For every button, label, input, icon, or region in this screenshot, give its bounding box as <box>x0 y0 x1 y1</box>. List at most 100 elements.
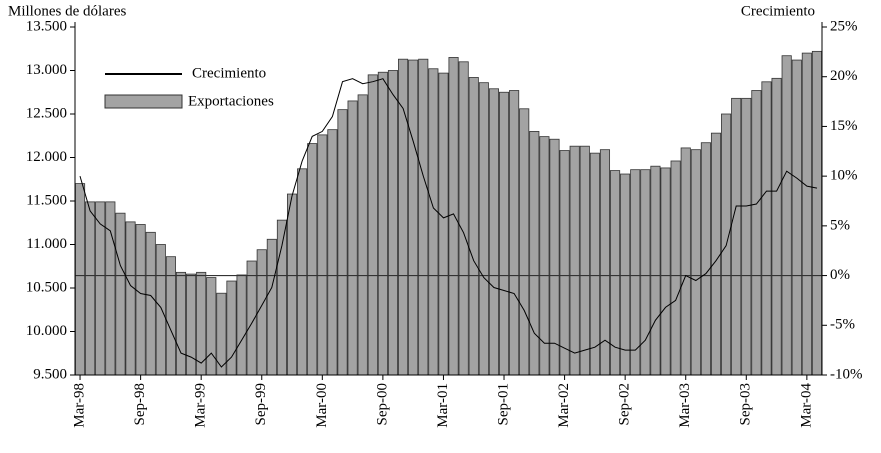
bar <box>377 71 388 376</box>
bar <box>670 160 681 376</box>
bar <box>256 249 267 376</box>
bar <box>751 90 762 376</box>
y2-tick-label: 10% <box>830 168 858 184</box>
bar <box>85 201 96 376</box>
bar <box>700 142 711 376</box>
bar <box>650 165 661 376</box>
y2-tick-label: 5% <box>830 217 850 233</box>
bar <box>569 145 580 376</box>
bar <box>458 61 469 376</box>
bar <box>398 58 409 376</box>
bar <box>630 169 641 376</box>
bar <box>589 152 600 376</box>
x-tick-label: Sep-01 <box>495 383 511 426</box>
y-tick-label: 9.500 <box>33 366 67 382</box>
bar <box>418 58 429 376</box>
bar <box>327 129 338 376</box>
bar <box>337 109 348 376</box>
bar <box>317 134 328 376</box>
bar <box>761 81 772 376</box>
bar <box>266 238 277 376</box>
bar <box>357 94 368 376</box>
bar <box>367 74 378 376</box>
bar <box>741 97 752 376</box>
x-tick-label: Mar-01 <box>435 383 451 428</box>
x-tick-label: Mar-00 <box>314 383 330 428</box>
y2-tick-label: -10% <box>830 366 863 382</box>
bar <box>680 147 691 376</box>
bar <box>307 143 318 376</box>
bar <box>620 173 631 376</box>
bar <box>206 277 217 376</box>
x-tick-label: Sep-98 <box>132 383 148 426</box>
y2-axis-title: Crecimiento <box>741 3 815 19</box>
bar <box>549 138 560 376</box>
y-axis-title: Millones de dólares <box>8 3 126 19</box>
bar <box>347 100 358 376</box>
bar <box>145 231 156 376</box>
bar <box>468 77 479 376</box>
bar <box>539 136 550 376</box>
bar <box>731 97 742 376</box>
bar <box>115 212 126 376</box>
bar <box>599 149 611 376</box>
x-tick-label: Sep-02 <box>617 383 633 426</box>
y-tick-label: 13.500 <box>26 18 67 34</box>
y2-tick-label: 25% <box>830 18 858 34</box>
bar <box>801 52 812 376</box>
bar <box>438 72 449 376</box>
y-tick-label: 10.000 <box>26 323 67 339</box>
growth-line <box>79 78 818 368</box>
bar <box>498 91 510 376</box>
y-tick-label: 11.500 <box>26 192 67 208</box>
bar <box>286 193 298 376</box>
bar <box>297 168 308 376</box>
y-tick-label: 11.000 <box>26 236 67 252</box>
legend-label: Crecimiento <box>192 65 266 81</box>
bar <box>509 90 520 376</box>
x-tick-label: Sep-99 <box>253 383 269 426</box>
bar <box>105 201 116 376</box>
bar <box>387 70 399 376</box>
bar <box>236 274 247 376</box>
bar <box>690 149 701 376</box>
bar <box>408 59 419 376</box>
y2-tick-label: 15% <box>830 118 858 134</box>
bar <box>781 55 792 376</box>
legend-label: Exportaciones <box>188 93 274 109</box>
bar <box>155 244 166 376</box>
bar <box>448 57 459 376</box>
bar <box>186 273 197 376</box>
bar <box>488 88 499 376</box>
x-tick-label: Sep-00 <box>374 383 390 426</box>
bar <box>811 50 822 376</box>
bar <box>125 221 136 376</box>
bar <box>478 82 489 376</box>
y-tick-label: 12.500 <box>26 105 67 121</box>
bar <box>135 224 146 376</box>
bar <box>175 271 187 376</box>
bar <box>791 59 802 376</box>
bar <box>165 256 176 376</box>
bar <box>75 183 86 376</box>
bar <box>428 68 439 376</box>
x-tick-label: Mar-04 <box>798 383 814 428</box>
y2-tick-label: 0% <box>830 267 850 283</box>
y-tick-label: 10.500 <box>26 279 67 295</box>
x-tick-label: Mar-99 <box>193 383 209 428</box>
bar <box>559 150 570 376</box>
bar <box>95 201 106 376</box>
x-tick-label: Mar-98 <box>71 383 87 428</box>
bar <box>519 108 530 376</box>
bar <box>710 132 722 376</box>
x-tick-label: Mar-03 <box>677 383 693 428</box>
legend-bar-swatch <box>104 94 183 109</box>
x-tick-label: Mar-02 <box>556 383 572 428</box>
y-tick-label: 13.000 <box>26 62 67 78</box>
bar <box>660 167 671 376</box>
bar <box>771 77 782 376</box>
y-tick-label: 12.000 <box>26 149 67 165</box>
y2-tick-label: -5% <box>830 317 855 333</box>
x-tick-label: Sep-03 <box>738 383 754 426</box>
